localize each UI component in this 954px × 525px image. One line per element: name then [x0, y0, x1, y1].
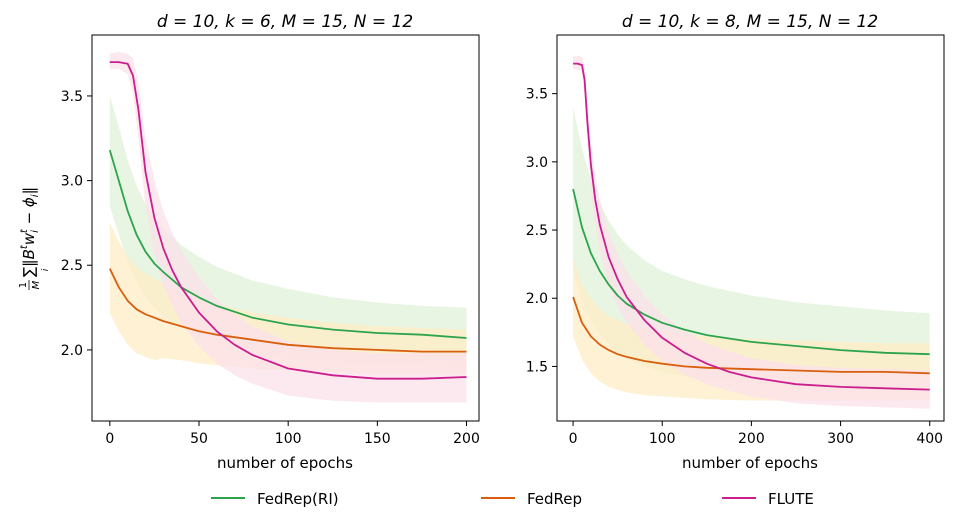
y-label-minus-phi: − ϕ	[20, 197, 38, 229]
legend-label-fedrep-ri: FedRep(RI)	[257, 490, 339, 508]
band-fedrep-panel-1	[573, 257, 930, 401]
x-axis-label-left: number of epochs	[217, 454, 353, 472]
x-ticks-left: 0 50 100 150 200	[105, 421, 480, 447]
line-fedrep-panel-1	[572, 296, 930, 375]
line-fedrep-ri-panel-0	[108, 149, 467, 339]
y-label-sub-i2: i	[30, 194, 41, 197]
x-tick-label: 0	[569, 431, 578, 447]
legend-label-fedrep: FedRep	[527, 490, 582, 508]
y-label-sup-t1: t	[19, 244, 30, 249]
y-ticks-right: 1.5 2.0 2.5 3.0 3.5	[526, 87, 557, 375]
line-fedrep-ri-panel-1	[572, 188, 930, 356]
y-tick-label: 3.0	[61, 174, 83, 190]
y-tick-label: 2.0	[526, 291, 548, 307]
y-label-w: w	[20, 232, 38, 245]
x-tick-label: 400	[916, 431, 943, 447]
x-tick-label: 300	[827, 431, 854, 447]
x-tick-label: 200	[738, 431, 765, 447]
y-label-frac-denominator: M	[31, 280, 42, 289]
y-tick-label: 2.0	[61, 343, 83, 359]
legend-entry-flute[interactable]: FLUTE	[722, 490, 814, 508]
band-flute-panel-0	[109, 51, 467, 403]
plot-frame-left	[91, 34, 480, 422]
y-label-sum-norm: ∑‖B	[20, 249, 38, 277]
y-tick-label: 3.5	[526, 87, 548, 103]
chart-title-left: d = 10, k = 6, M = 15, N = 12	[157, 12, 413, 32]
line-fedrep-panel-0	[108, 268, 467, 353]
y-label-close-norm: ‖	[20, 187, 38, 195]
line-flute-panel-0	[109, 61, 467, 380]
x-tick-label: 0	[105, 431, 114, 447]
chart-panel-left: d = 10, k = 6, M = 15, N = 12 0 50 100 150 2…	[61, 12, 480, 472]
legend-entry-fedrep-ri[interactable]: FedRep(RI)	[211, 490, 339, 508]
y-label-sum-index: i	[41, 268, 51, 271]
band-flute-panel-1	[573, 55, 930, 409]
y-label-sub-i1: i	[30, 230, 41, 233]
y-axis-label: 1 M ∑‖Btwit − ϕi‖ i	[18, 187, 51, 290]
confidence-bands-left	[109, 51, 467, 403]
x-tick-label: 50	[190, 431, 208, 447]
x-tick-label: 100	[275, 431, 302, 447]
confidence-bands-right	[573, 55, 930, 409]
y-tick-label: 3.0	[526, 155, 548, 171]
series-lines-left	[108, 61, 467, 380]
plot-frame-right	[556, 34, 945, 422]
legend: FedRep(RI) FedRep FLUTE	[211, 490, 814, 508]
series-lines-right	[572, 62, 930, 391]
x-tick-label: 200	[453, 431, 480, 447]
x-ticks-right: 0 100 200 300 400	[569, 421, 943, 447]
y-label-sup-t2: t	[19, 228, 30, 233]
y-label-frac-numerator: 1	[18, 282, 29, 288]
x-axis-label-right: number of epochs	[682, 454, 818, 472]
y-ticks-left: 2.0 2.5 3.0 3.5	[61, 89, 92, 359]
legend-label-flute: FLUTE	[768, 490, 814, 508]
y-tick-label: 2.5	[526, 223, 548, 239]
x-tick-label: 100	[649, 431, 676, 447]
y-tick-label: 1.5	[526, 359, 548, 375]
chart-title-right: d = 10, k = 8, M = 15, N = 12	[622, 12, 878, 32]
legend-entry-fedrep[interactable]: FedRep	[481, 490, 582, 508]
x-tick-label: 150	[364, 431, 391, 447]
line-flute-panel-1	[573, 62, 930, 391]
y-tick-label: 3.5	[61, 89, 83, 105]
y-tick-label: 2.5	[61, 258, 83, 274]
chart-panel-right: d = 10, k = 8, M = 15, N = 12 0 100 200 300…	[526, 12, 945, 472]
y-label-text: ∑‖Btwit − ϕi‖	[19, 187, 41, 277]
